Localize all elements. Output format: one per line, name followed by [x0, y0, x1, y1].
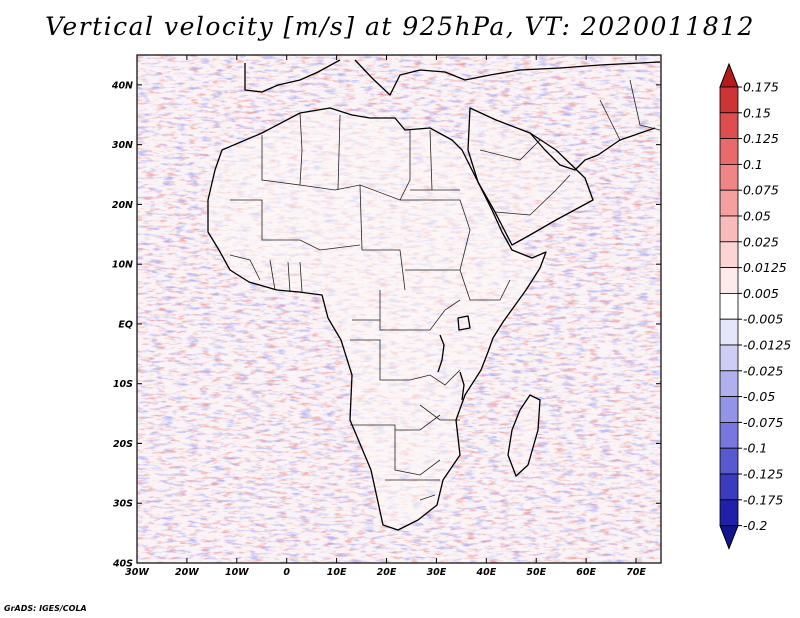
lake-tanganyika [437, 334, 445, 373]
colorbar-label: -0.1 [743, 441, 767, 456]
africa-land [208, 108, 546, 530]
africa-coastline [207, 107, 547, 531]
madagascar-land [508, 395, 540, 476]
arabia-land [468, 108, 593, 245]
colorbar-label: -0.075 [743, 415, 783, 430]
colorbar-label: -0.2 [743, 518, 767, 533]
lake-victoria [457, 315, 471, 331]
lon-label: 30E [427, 567, 447, 578]
colorbar: 0.175 0.15 0.125 0.1 0.075 0.05 0.025 0.0125 0.0… [719, 62, 791, 550]
colorbar-top-arrow [719, 62, 739, 88]
lon-label: 70E [626, 567, 646, 578]
latitude-axis: 40N 30N 20N 10N EQ 10S 20S 30S 40S [111, 80, 661, 570]
colorbar-label: -0.0125 [743, 338, 791, 353]
colorbar-bin [719, 421, 739, 449]
colorbar-bin [719, 473, 739, 501]
persian-gulf-coast [529, 127, 656, 171]
colorbar-label: -0.05 [743, 389, 775, 404]
colorbar-label: -0.175 [743, 492, 783, 507]
lon-label: 50E [526, 567, 546, 578]
europe-coastline [244, 59, 661, 96]
lat-label: 40N [111, 80, 133, 91]
lon-label: 30W [125, 567, 149, 578]
coastlines [207, 59, 661, 531]
lon-label: 10W [225, 567, 249, 578]
colorbar-bin [719, 499, 739, 526]
colorbar-label: -0.005 [743, 312, 783, 327]
lon-label: 60E [576, 567, 596, 578]
colorbar-label: 0.0125 [743, 260, 787, 275]
lat-label: 10N [112, 260, 133, 271]
lat-label: 10S [113, 379, 133, 390]
lon-label: 20W [175, 567, 199, 578]
colorbar-label: -0.025 [743, 363, 783, 378]
lat-label: 40S [112, 559, 133, 570]
lat-label: 20N [112, 200, 133, 211]
map-frame [136, 54, 662, 564]
colorbar-bin [719, 292, 739, 320]
colorbar-bin [719, 163, 739, 191]
colorbar-bin [719, 318, 739, 346]
lon-label: 40E [475, 567, 496, 578]
colorbar-bin [719, 344, 739, 372]
colorbar-label: 0.025 [743, 234, 779, 249]
colorbar-label: 0.075 [743, 183, 779, 198]
colorbar-label: 0.05 [743, 209, 771, 224]
colorbar-label: 0.125 [743, 131, 779, 146]
madagascar-coastline [507, 394, 541, 477]
grads-credit: GrADS: IGES/COLA [4, 604, 87, 613]
lat-label: 20S [113, 439, 133, 450]
colorbar-bottom-arrow [719, 525, 739, 550]
colorbar-bin [719, 86, 739, 114]
lon-label: 20E [377, 567, 397, 578]
chart-title: Vertical velocity [m/s] at 925hPa, VT: 2… [45, 12, 755, 41]
country-borders [229, 79, 661, 501]
colorbar-bin [719, 447, 739, 475]
colorbar-bin [719, 189, 739, 217]
colorbar-bin [719, 215, 739, 243]
longitude-axis: 30W 20W 10W 0 10E 20E 30E 40E 50E 60E 70E [125, 55, 646, 578]
lat-label: 30S [113, 499, 133, 510]
colorbar-label: 0.1 [743, 157, 763, 172]
lat-label: EQ [118, 319, 133, 330]
colorbar-label: 0.005 [743, 286, 779, 301]
colorbar-bin [719, 241, 739, 269]
lon-label: 0 [283, 567, 290, 578]
map-plot-area [137, 55, 661, 563]
colorbar-bin [719, 370, 739, 397]
colorbar-label: 0.175 [743, 80, 779, 95]
lat-label: 30N [112, 140, 133, 151]
lon-label: 10E [327, 567, 347, 578]
colorbar-bin [719, 267, 739, 294]
colorbar-bin [719, 138, 739, 165]
colorbar-bin [719, 112, 739, 140]
colorbar-label: -0.125 [743, 467, 783, 482]
lake-malawi [459, 371, 465, 401]
colorbar-bin [719, 396, 739, 423]
colorbar-label: 0.15 [743, 105, 771, 120]
